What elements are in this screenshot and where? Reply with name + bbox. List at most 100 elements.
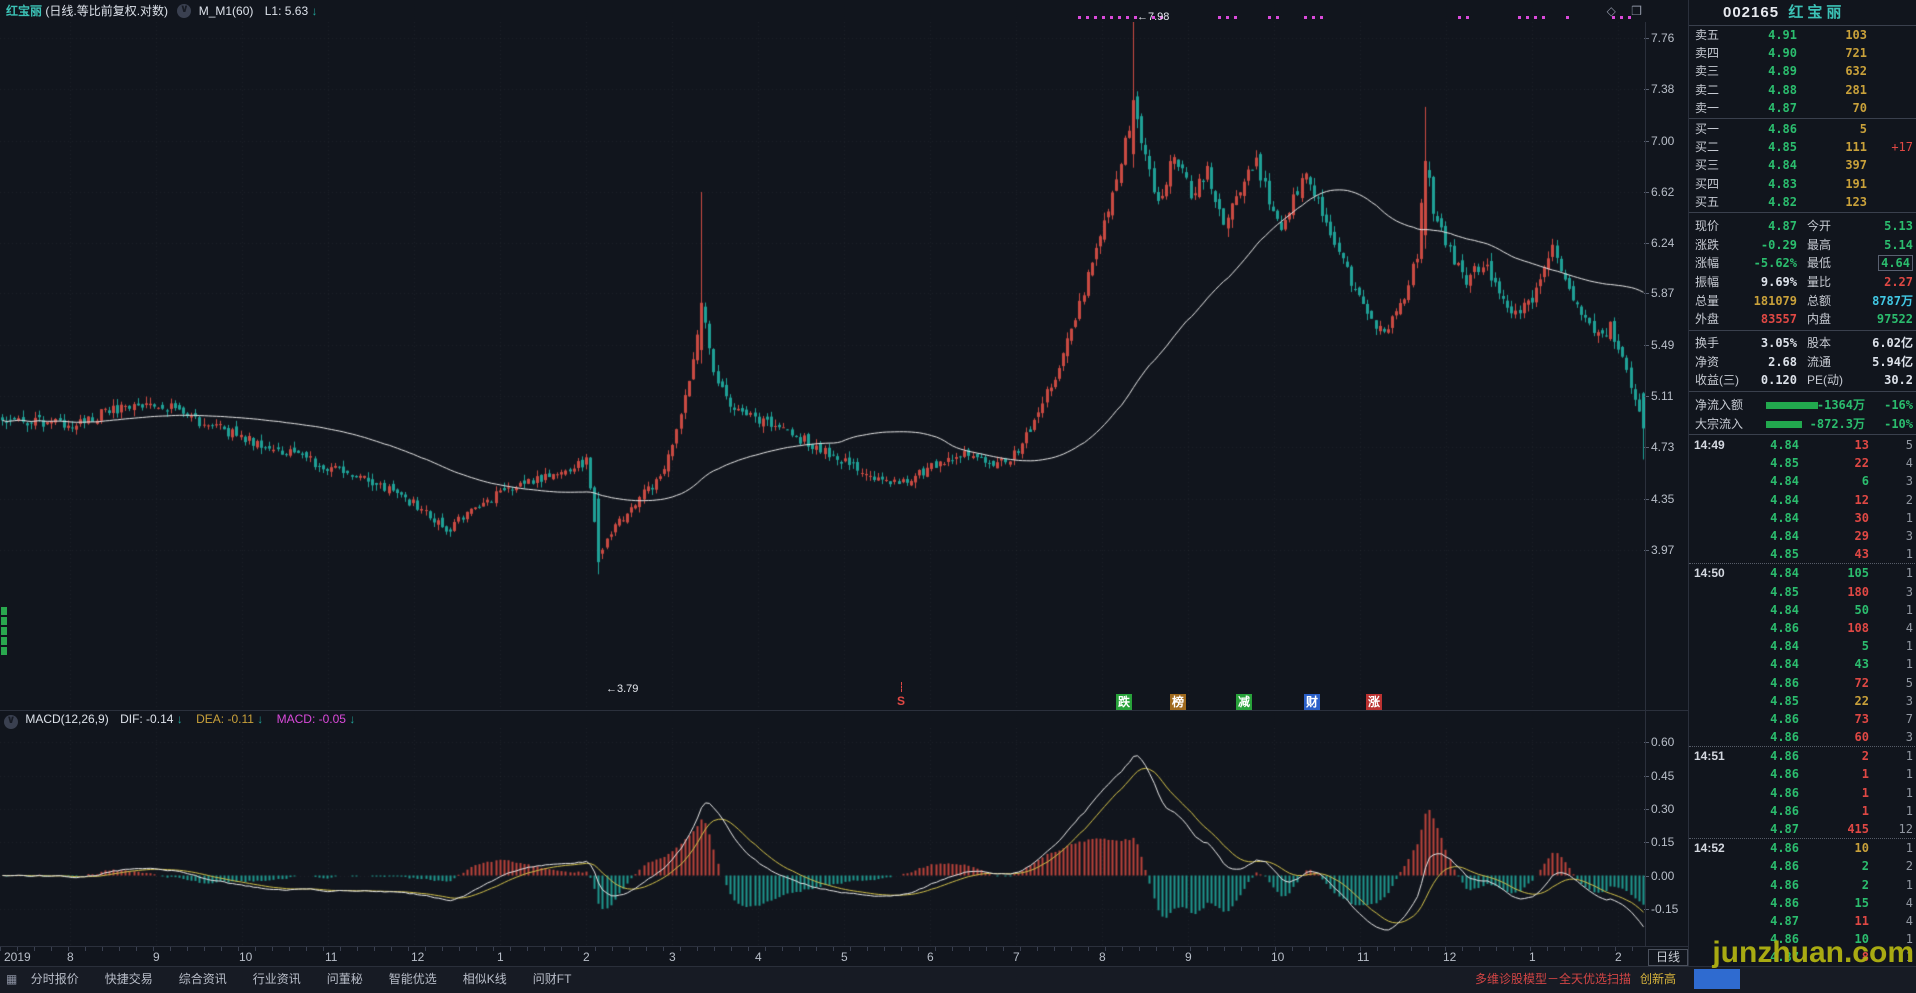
bottom-tab[interactable]: 综合资讯 <box>178 972 227 986</box>
tick-price: 4.84 <box>1770 529 1799 543</box>
stat-value: -0.29 <box>1760 237 1797 252</box>
bottom-tab[interactable]: 快捷交易 <box>104 972 153 986</box>
candlestick-chart[interactable] <box>0 22 1645 710</box>
tick-count: 3 <box>1905 474 1913 489</box>
collapse-chevron-icon[interactable]: ∨ <box>4 715 18 729</box>
signal-dot-icon <box>1218 16 1221 19</box>
bottom-tab[interactable]: 相似K线 <box>462 972 507 986</box>
macd-header: ∨ MACD(12,26,9) DIF: -0.14 ↓ DEA: -0.11 … <box>0 711 1649 729</box>
stat-value: 0.120 <box>1760 373 1797 388</box>
level-label: 卖四 <box>1695 46 1720 61</box>
tick-volume: 1 <box>1861 803 1869 818</box>
event-badge[interactable]: 跌 <box>1116 694 1132 710</box>
tick-volume: 105 <box>1847 566 1869 581</box>
stat-value: 97522 <box>1876 312 1913 327</box>
buy-level-row[interactable]: 买三 4.84 397 <box>1689 156 1916 174</box>
tick-volume: 180 <box>1847 584 1869 599</box>
stat-value: 6.02亿 <box>1872 336 1913 350</box>
tick-trade-row: 4.87 8 1 <box>1689 948 1916 966</box>
tick-volume: 15 <box>1854 895 1869 910</box>
flow-value: -872.3万 <box>1809 416 1865 431</box>
signal-dot-icon <box>1534 16 1537 19</box>
event-badge[interactable]: 涨 <box>1366 694 1382 710</box>
tick-volume: 2 <box>1861 749 1869 764</box>
signal-dot-icon <box>1134 16 1137 19</box>
stat-value: -5.62% <box>1753 256 1797 271</box>
tick-trade-row: 14:52 4.86 10 1 <box>1689 838 1916 857</box>
tick-volume: 10 <box>1854 841 1869 856</box>
scroll-position-gauge[interactable] <box>1 607 7 657</box>
stat-row: 收益(三) 0.120 PE(动) 30.2 <box>1689 371 1916 390</box>
price-axis: 7.76 7.38 7.00 6.62 6.24 5.87 5.49 5.11 4.73 4.35… <box>1644 22 1688 710</box>
buy-level-row[interactable]: 买一 4.86 5 <box>1689 120 1916 138</box>
stat-row: 总量 181079 总额 8787万 <box>1689 292 1916 311</box>
tick-price: 4.84 <box>1770 566 1799 581</box>
flow-label: 大宗流入 <box>1695 416 1744 431</box>
stat-value: 4.64 <box>1689 254 1913 273</box>
buy-level-row[interactable]: 买二 4.85 111 +17 <box>1689 138 1916 156</box>
tick-price: 4.85 <box>1770 693 1799 708</box>
sell-level-row[interactable]: 卖三 4.89 632 <box>1689 62 1916 80</box>
tick-count: 4 <box>1905 895 1913 910</box>
month-label: 11 <box>1357 950 1370 964</box>
period-selector[interactable]: 日线 <box>1648 949 1688 966</box>
signal-dot-icon <box>1160 16 1163 19</box>
tick-count: 1 <box>1905 841 1913 856</box>
sell-level-row[interactable]: 卖二 4.88 281 <box>1689 81 1916 99</box>
bottom-tab[interactable]: 智能优选 <box>388 972 437 986</box>
sell-level-row[interactable]: 卖四 4.90 721 <box>1689 44 1916 62</box>
divider <box>1689 434 1916 436</box>
buy-level-row[interactable]: 买四 4.83 191 <box>1689 175 1916 193</box>
diamond-icon[interactable]: ◇ <box>1606 4 1616 18</box>
macd-chart[interactable] <box>0 728 1645 946</box>
tick-count: 5 <box>1905 438 1913 453</box>
macd-value-label: MACD: -0.05 <box>276 712 346 726</box>
stat-value: 2.68 <box>1768 354 1797 369</box>
tick-volume: 2 <box>1861 859 1869 874</box>
signal-dot-icon <box>1086 16 1089 19</box>
macd-axis-label: 0.00 <box>1644 869 1674 883</box>
sell-level-row[interactable]: 卖一 4.87 70 <box>1689 99 1916 117</box>
sell-signal-marker[interactable]: S <box>897 682 906 708</box>
tick-price: 4.86 <box>1770 803 1799 818</box>
signal-dot-icon <box>1110 16 1113 19</box>
tick-trade-list[interactable]: 14:49 4.84 13 5 4.85 22 4 4.84 6 3 4.84 12 2 4.84 30 1 4… <box>1689 436 1916 966</box>
tick-count: 1 <box>1905 749 1913 764</box>
highlight-link[interactable]: 创新高 <box>1640 972 1677 986</box>
window-restore-icon[interactable]: ❒ <box>1631 4 1642 18</box>
tick-trade-row: 4.84 6 3 <box>1689 472 1916 490</box>
axis-divider <box>1645 22 1646 946</box>
event-badge[interactable]: 财 <box>1304 694 1320 710</box>
level-label: 买二 <box>1695 140 1720 155</box>
level-price: 4.83 <box>1768 176 1797 191</box>
bottom-tab[interactable]: 问财FT <box>532 972 572 986</box>
blue-action-button[interactable] <box>1694 969 1740 989</box>
collapse-chevron-icon[interactable]: ∨ <box>177 4 192 18</box>
stat-label: 净资 <box>1695 354 1720 369</box>
tick-volume: 1 <box>1861 767 1869 782</box>
bottom-tab[interactable]: 分时报价 <box>30 972 79 986</box>
tick-price: 4.84 <box>1770 657 1799 672</box>
tick-price: 4.85 <box>1770 547 1799 562</box>
buy-level-row[interactable]: 买五 4.82 123 <box>1689 193 1916 211</box>
grid-view-icon[interactable]: ▦ <box>6 972 18 986</box>
bottom-tab[interactable]: 问董秘 <box>326 972 363 986</box>
promo-text[interactable]: 多维诊股模型－全天优选扫描 <box>1475 972 1632 986</box>
signal-dot-icon <box>1526 16 1529 19</box>
event-badge[interactable]: 榜 <box>1170 694 1186 710</box>
divider <box>1689 211 1916 213</box>
signal-dot-icon <box>1320 16 1323 19</box>
macd-axis-label: 0.60 <box>1644 735 1674 749</box>
tick-count: 1 <box>1905 767 1913 782</box>
tick-volume: 72 <box>1854 675 1869 690</box>
level-volume: 123 <box>1845 194 1867 209</box>
event-badge[interactable]: 减 <box>1236 694 1252 710</box>
month-label: 9 <box>1185 950 1192 964</box>
signal-dot-icon <box>1566 16 1569 19</box>
bottom-tab[interactable]: 行业资讯 <box>252 972 301 986</box>
tick-volume: 415 <box>1847 822 1869 836</box>
tick-count: 1 <box>1905 602 1913 617</box>
sell-level-row[interactable]: 卖五 4.91 103 <box>1689 26 1916 44</box>
tick-price: 4.84 <box>1770 474 1799 489</box>
month-label: 2 <box>583 950 590 964</box>
